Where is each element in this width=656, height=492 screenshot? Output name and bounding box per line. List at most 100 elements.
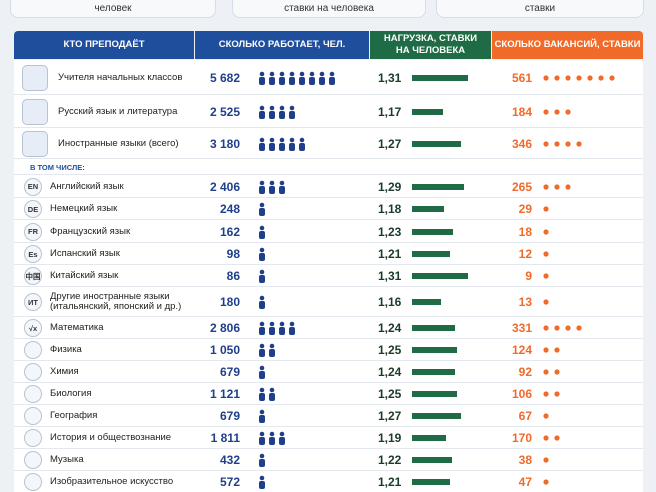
table-row: EN Английский язык 2 406 1,29 265: [14, 175, 643, 198]
person-icon: [259, 343, 265, 357]
load-value: 1,24: [378, 321, 402, 335]
workers-pictogram: [259, 431, 285, 445]
vacancy-dot: [609, 74, 615, 81]
vacancies-dots: [543, 251, 549, 257]
load-bar: [412, 206, 445, 212]
person-head: [259, 431, 265, 437]
person-body: [279, 327, 285, 335]
table-row: ИТ Другие иностранные языки (итальянский,…: [14, 287, 643, 317]
person-head: [269, 431, 275, 437]
table-row: Физика 1 050 1,25 124: [14, 339, 643, 361]
vacancies-value: 12: [518, 247, 532, 261]
table-row: География 679 1,27 67: [14, 405, 643, 427]
header-load: НАГРУЗКА, СТАВКИ НА ЧЕЛОВЕКА: [370, 31, 491, 59]
subject-name: Биология: [50, 388, 92, 399]
person-head: [259, 225, 265, 230]
workers-pictogram: [259, 321, 295, 335]
vacancy-dot: [543, 108, 549, 115]
person-body: [289, 327, 295, 335]
subject-name: Английский язык: [50, 180, 124, 192]
vacancies-value: 184: [511, 104, 532, 119]
person-icon: [259, 365, 265, 379]
subheader: В ТОМ ЧИСЛЕ:: [30, 163, 85, 172]
subject-name: Иностранные языки (всего): [58, 137, 179, 149]
header-workers: СКОЛЬКО РАБОТАЕТ, ЧЕЛ.: [195, 31, 369, 59]
load-value: 1,29: [378, 179, 402, 194]
workers-pictogram: [259, 71, 335, 85]
person-icon: [279, 105, 285, 119]
vacancies-dots: [543, 74, 615, 81]
table-row: История и обществознание 1 811 1,19 170: [14, 427, 643, 449]
load-bar: [412, 391, 457, 397]
person-head: [269, 387, 275, 393]
subheader-row: В ТОМ ЧИСЛЕ:: [14, 159, 643, 175]
person-head: [259, 343, 265, 349]
workers-pictogram: [259, 225, 265, 239]
person-icon: [269, 321, 275, 335]
person-head: [259, 295, 265, 301]
person-icon: [259, 269, 265, 283]
row-icon: Es: [24, 245, 42, 263]
person-head: [279, 105, 285, 110]
load-bar: [412, 435, 447, 441]
person-head: [269, 71, 275, 76]
person-body: [289, 76, 295, 85]
subject-name: География: [50, 410, 98, 421]
load-bar: [412, 325, 456, 331]
workers-pictogram: [259, 343, 275, 357]
vacancy-dot: [543, 206, 549, 212]
row-icon: [22, 64, 48, 91]
vacancy-dot: [554, 391, 560, 397]
vacancies-value: 346: [511, 136, 532, 151]
row-icon: 中国: [24, 267, 42, 285]
person-icon: [259, 225, 265, 239]
person-head: [259, 137, 265, 142]
person-body: [269, 142, 275, 151]
row-icon: [24, 385, 42, 403]
person-body: [279, 142, 285, 151]
person-icon: [259, 202, 265, 216]
header-who: КТО ПРЕПОДАЁТ: [14, 31, 194, 59]
person-body: [259, 230, 265, 239]
vacancy-dot: [554, 108, 560, 115]
person-body: [259, 459, 265, 467]
row-icon: [24, 341, 42, 359]
load-value: 1,16: [378, 295, 402, 309]
person-head: [279, 321, 285, 327]
person-icon: [289, 321, 295, 335]
vacancy-dot: [554, 140, 560, 147]
table-row: √x Математика 2 806 1,24 331: [14, 317, 643, 339]
workers-pictogram: [259, 475, 265, 489]
person-body: [319, 76, 325, 85]
person-icon: [259, 180, 265, 194]
person-body: [259, 393, 265, 401]
load-bar: [412, 228, 454, 235]
load-bar: [412, 183, 465, 190]
row-icon: DE: [24, 200, 42, 218]
vacancy-dot: [543, 457, 549, 463]
vacancies-value: 38: [518, 453, 532, 467]
vacancy-dot: [554, 347, 560, 353]
vacancy-dot: [554, 325, 560, 331]
person-body: [269, 327, 275, 335]
vacancies-value: 106: [511, 387, 532, 401]
vacancies-dots: [543, 228, 549, 235]
person-head: [299, 137, 305, 142]
load-bar: [412, 347, 457, 353]
vacancy-dot: [554, 369, 560, 375]
person-head: [299, 71, 305, 76]
load-bar: [412, 251, 450, 257]
person-body: [259, 142, 265, 151]
subject-name: Музыка: [50, 454, 84, 465]
person-head: [259, 180, 265, 185]
workers-value: 1 050: [209, 343, 240, 357]
top-card: ставки на человека: [232, 0, 426, 18]
load-bar: [412, 479, 450, 485]
subject-name: Математика: [50, 322, 104, 333]
person-body: [259, 208, 265, 216]
load-value: 1,19: [378, 431, 402, 445]
load-bar: [412, 299, 441, 305]
person-icon: [269, 137, 275, 151]
vacancy-dot: [587, 74, 593, 81]
person-body: [259, 349, 265, 357]
